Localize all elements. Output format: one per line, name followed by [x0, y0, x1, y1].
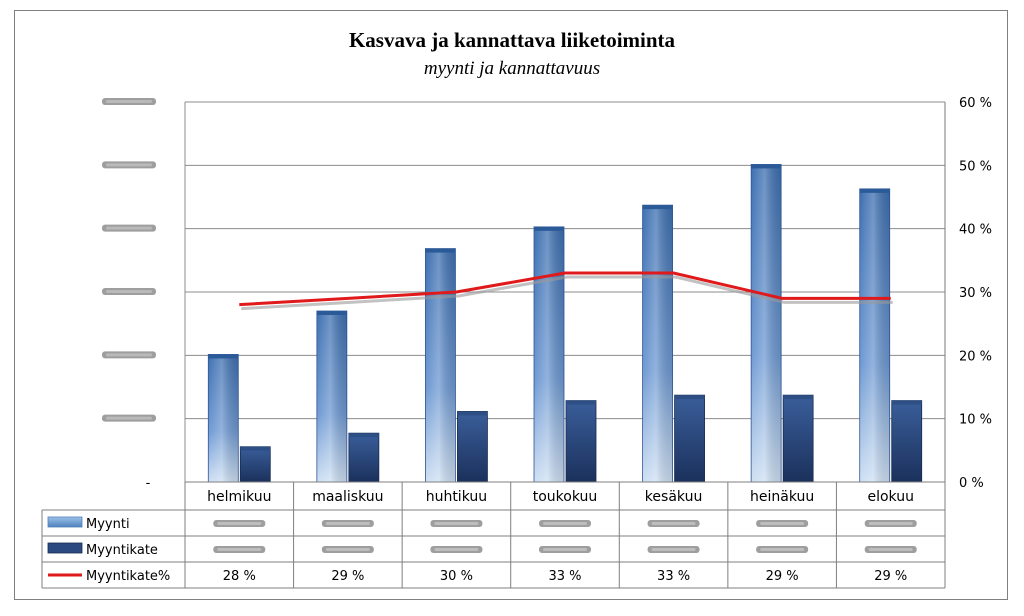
table-row-header: Myyntikate — [86, 543, 158, 558]
obscured-left-tick-highlight — [106, 226, 152, 230]
table-cell: 29 % — [766, 569, 799, 584]
right-axis-tick-label: 60 % — [959, 96, 992, 111]
bar-myynti-sheen — [534, 226, 564, 482]
bar-myyntikate-cap — [674, 395, 705, 400]
table-row-header: Myyntikate% — [86, 569, 170, 584]
bar-myynti-sheen — [425, 248, 456, 482]
category-label: toukokuu — [533, 489, 598, 505]
bar-myynti-cap — [316, 311, 347, 315]
bar-myynti-cap — [425, 248, 456, 253]
chart-title: Kasvava ja kannattava liiketoiminta — [348, 28, 676, 52]
bar-myyntikate-cap — [457, 411, 488, 416]
obscured-left-tick-highlight — [106, 353, 152, 357]
right-axis-tick-label: 10 % — [959, 413, 992, 428]
bar-myynti-cap — [751, 164, 782, 169]
obscured-table-cell-highlight — [325, 522, 370, 525]
bar-myynti-cap — [208, 354, 239, 359]
category-label: helmikuu — [207, 489, 271, 505]
obscured-table-cell-highlight — [543, 548, 587, 551]
table-row-header: Myynti — [86, 517, 130, 532]
category-label: maaliskuu — [312, 489, 383, 505]
obscured-table-cell-highlight — [651, 522, 696, 525]
obscured-table-cell-highlight — [868, 522, 913, 525]
line-shadow — [241, 275, 893, 311]
obscured-table-cell-highlight — [651, 548, 696, 551]
table-cell: 28 % — [223, 569, 256, 584]
legend-key-myynti — [47, 516, 83, 528]
obscured-table-cell-highlight — [217, 522, 262, 525]
bar-myyntikate — [239, 446, 271, 483]
bar-myynti-sheen — [208, 354, 239, 482]
table-cell: 33 % — [657, 569, 690, 584]
bar-myyntikate-cap — [240, 446, 271, 451]
right-axis-tick-label: 30 % — [959, 286, 992, 301]
bar-myynti-sheen — [859, 188, 890, 482]
obscured-table-cell-highlight — [325, 548, 370, 551]
table-cell: 33 % — [548, 569, 581, 584]
category-label: heinäkuu — [750, 489, 814, 505]
bar-myyntikate — [457, 411, 488, 483]
category-label: kesäkuu — [645, 489, 703, 505]
chart-frame — [14, 10, 1008, 600]
bar-myyntikate — [891, 400, 923, 483]
bar-myyntikate-cap — [783, 395, 814, 400]
obscured-left-tick-highlight — [106, 163, 152, 167]
bar-myynti-cap — [859, 188, 890, 193]
obscured-table-cell-highlight — [760, 522, 805, 525]
legend-key-myyntikate — [47, 542, 83, 554]
category-label: elokuu — [867, 489, 914, 505]
obscured-left-tick-highlight — [106, 290, 152, 293]
table-cell: 30 % — [440, 569, 473, 584]
obscured-table-cell-highlight — [434, 548, 479, 551]
bar-myynti-cap — [642, 205, 673, 210]
right-axis-tick-label: 20 % — [959, 349, 992, 364]
bar-myyntikate — [565, 400, 597, 483]
bar-myyntikate-cap — [348, 433, 379, 438]
obscured-left-tick-highlight — [106, 416, 152, 420]
bar-myyntikate — [348, 432, 380, 483]
right-axis-tick-label: 50 % — [959, 159, 992, 174]
obscured-table-cell-highlight — [868, 548, 913, 551]
bar-myynti-cap — [534, 226, 564, 231]
bar-myyntikate — [782, 394, 814, 483]
bar-myynti-sheen — [316, 311, 347, 482]
right-axis-tick-label: 40 % — [959, 223, 992, 238]
obscured-left-tick-highlight — [106, 100, 152, 103]
obscured-table-cell-highlight — [217, 548, 262, 551]
left-axis-tick-label: - — [146, 476, 151, 491]
obscured-table-cell-highlight — [434, 522, 479, 525]
chart-subtitle: myynti ja kannattavuus — [423, 58, 601, 79]
category-label: huhtikuu — [426, 489, 487, 505]
right-axis-tick-label: 0 % — [959, 476, 984, 491]
bar-myynti-sheen — [642, 205, 673, 482]
bar-myynti-sheen — [751, 164, 782, 482]
obscured-table-cell-highlight — [760, 548, 805, 551]
bar-myyntikate-cap — [891, 400, 922, 405]
table-cell: 29 % — [331, 569, 364, 584]
table-cell: 29 % — [874, 569, 907, 584]
bar-myyntikate — [674, 394, 705, 483]
obscured-table-cell-highlight — [543, 522, 587, 525]
bar-myyntikate-cap — [566, 400, 596, 405]
